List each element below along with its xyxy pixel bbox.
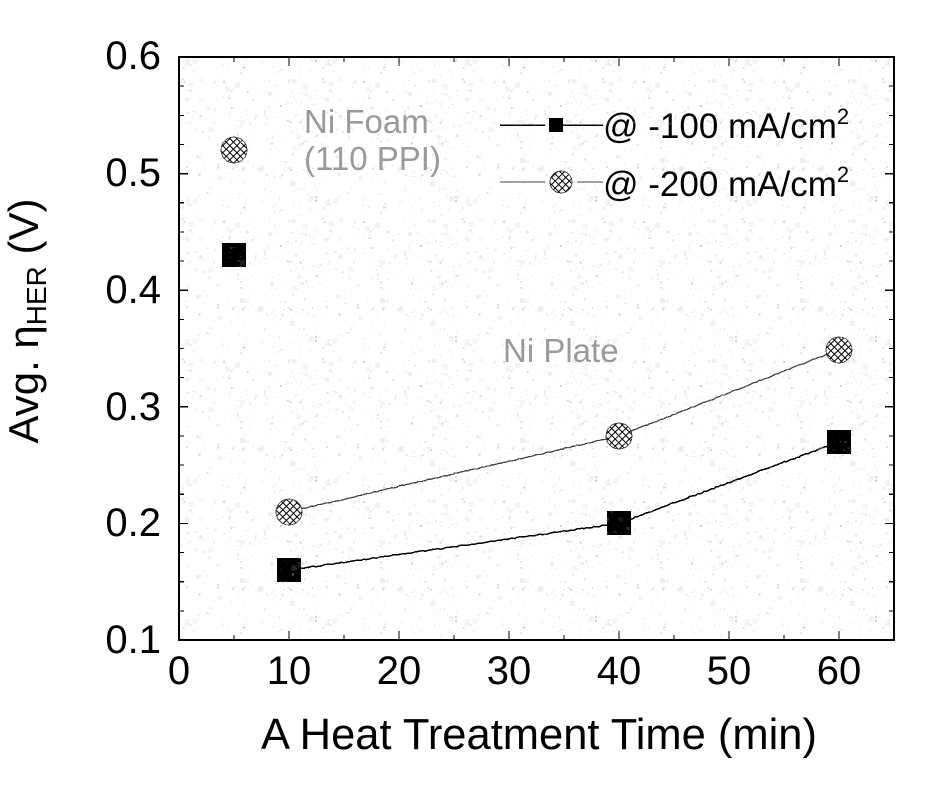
svg-text:20: 20 (377, 649, 422, 693)
svg-text:60: 60 (817, 649, 862, 693)
svg-text:0.2: 0.2 (105, 501, 161, 545)
svg-text:50: 50 (707, 649, 752, 693)
svg-text:30: 30 (487, 649, 532, 693)
svg-text:0.1: 0.1 (105, 618, 161, 662)
svg-text:10: 10 (267, 649, 312, 693)
svg-text:A Heat Treatment Time (min): A Heat Treatment Time (min) (261, 711, 817, 759)
svg-text:0.5: 0.5 (105, 151, 161, 195)
svg-text:0.6: 0.6 (105, 34, 161, 78)
svg-text:0.4: 0.4 (105, 268, 161, 312)
svg-text:40: 40 (597, 649, 642, 693)
svg-text:0: 0 (168, 649, 190, 693)
svg-text:0.3: 0.3 (105, 385, 161, 429)
